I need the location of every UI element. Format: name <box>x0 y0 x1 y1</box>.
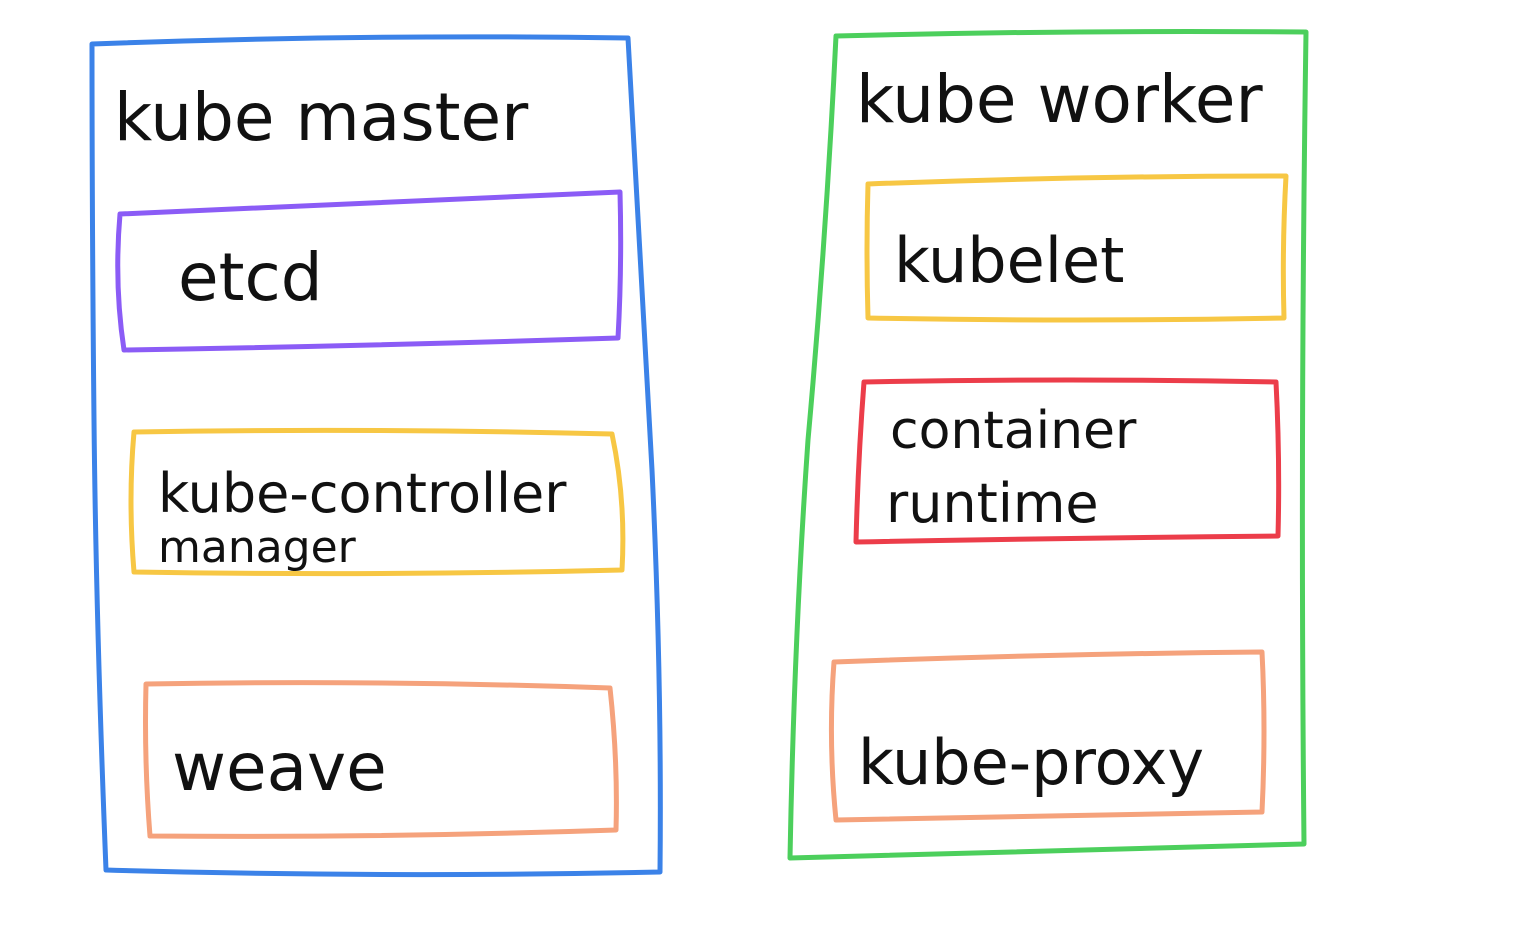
container-runtime-box <box>853 377 1282 545</box>
kubelet-label: kubelet <box>894 224 1124 297</box>
kubelet-box <box>864 173 1289 323</box>
weave-label: weave <box>172 729 387 806</box>
etcd-label: etcd <box>178 239 323 316</box>
worker-node: kube worker kubelet container runtime ku… <box>787 29 1309 861</box>
component-etcd: etcd <box>115 189 624 353</box>
container-runtime-label-line1: container <box>890 401 1137 461</box>
worker-node-title: kube worker <box>856 61 1263 138</box>
weave-box <box>143 680 619 839</box>
component-container-runtime: container runtime <box>853 377 1282 545</box>
component-weave: weave <box>143 680 619 839</box>
component-kubelet: kubelet <box>864 173 1289 323</box>
component-kube-proxy: kube-proxy <box>828 649 1267 823</box>
etcd-box <box>115 189 624 353</box>
master-node: kube master etcd kube-controller manager… <box>89 34 663 878</box>
master-node-title: kube master <box>114 79 529 156</box>
worker-node-border <box>787 29 1309 861</box>
kube-controller-manager-label-line2: manager <box>158 522 357 573</box>
kube-proxy-box <box>828 649 1267 823</box>
master-node-border <box>89 34 663 878</box>
container-runtime-label-line2: runtime <box>886 472 1099 535</box>
kube-controller-manager-label-line1: kube-controller <box>158 462 567 525</box>
component-kube-controller-manager: kube-controller manager <box>128 427 626 577</box>
kube-proxy-label: kube-proxy <box>858 726 1204 799</box>
kube-controller-manager-box <box>128 427 626 577</box>
